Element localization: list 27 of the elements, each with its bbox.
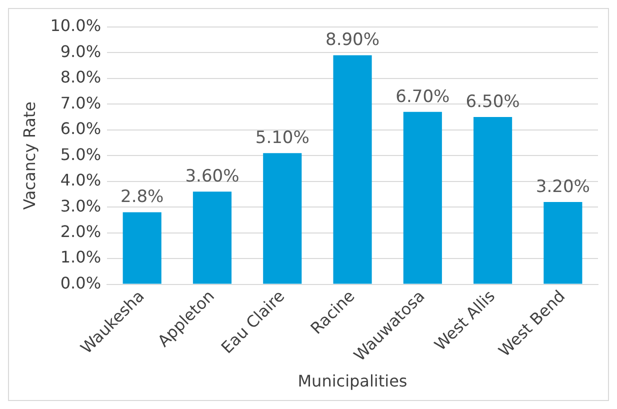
bar bbox=[333, 55, 372, 284]
bar bbox=[544, 202, 582, 284]
data-label: 3.60% bbox=[185, 166, 240, 187]
y-tick-label: 7.0% bbox=[60, 93, 102, 112]
data-label: 8.90% bbox=[326, 30, 380, 50]
y-tick-label: 8.0% bbox=[60, 68, 102, 87]
bar bbox=[122, 212, 162, 284]
y-axis-title: Vacancy Rate bbox=[20, 101, 39, 210]
data-label: 6.50% bbox=[466, 92, 520, 112]
data-label: 5.10% bbox=[255, 128, 310, 148]
data-label: 2.8% bbox=[120, 187, 164, 208]
data-label: 3.20% bbox=[536, 176, 590, 197]
y-tick-label: 5.0% bbox=[60, 144, 102, 164]
bar bbox=[263, 153, 302, 284]
bar bbox=[403, 112, 442, 284]
y-tick-label: 2.0% bbox=[60, 222, 102, 241]
y-tick-label: 9.0% bbox=[60, 42, 102, 61]
y-tick-label: 1.0% bbox=[60, 248, 102, 267]
y-tick-label: 3.0% bbox=[60, 196, 102, 216]
x-axis-title: Municipalities bbox=[298, 372, 408, 391]
y-tick-label: 0.0% bbox=[60, 273, 102, 292]
y-tick-label: 6.0% bbox=[60, 119, 102, 138]
y-tick-label: 4.0% bbox=[60, 170, 102, 190]
bar bbox=[192, 192, 232, 284]
y-tick-label: 10.0% bbox=[50, 16, 102, 36]
data-label: 6.70% bbox=[396, 86, 450, 107]
bar bbox=[474, 117, 512, 284]
